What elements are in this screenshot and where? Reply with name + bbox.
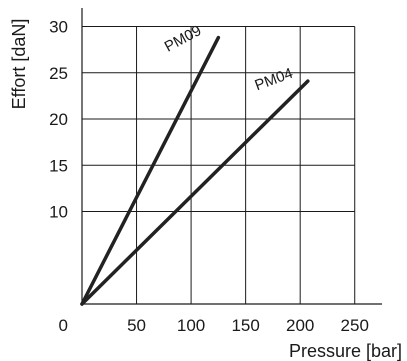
x-axis-title: Pressure [bar] — [289, 341, 402, 361]
y-tick-label-25: 25 — [49, 64, 68, 83]
x-tick-label-200: 200 — [286, 316, 314, 335]
x-tick-label-250: 250 — [341, 316, 369, 335]
origin-label: 0 — [59, 316, 68, 335]
tick-labels: 50 100 150 200 250 10 15 20 25 30 0 — [49, 18, 369, 336]
series-line-pm04 — [80, 79, 310, 306]
axes — [81, 8, 382, 305]
x-tick-label-50: 50 — [127, 316, 146, 335]
series-label-pm09: PM09 — [162, 22, 205, 56]
series-line-pm09 — [80, 35, 221, 306]
y-tick-label-30: 30 — [49, 18, 68, 37]
y-tick-label-20: 20 — [49, 110, 68, 129]
y-tick-label-15: 15 — [49, 156, 68, 175]
x-tick-label-150: 150 — [231, 316, 259, 335]
y-tick-label-10: 10 — [49, 203, 68, 222]
series: PM09 PM04 — [80, 22, 310, 306]
series-label-pm04: PM04 — [253, 65, 296, 94]
x-tick-label-100: 100 — [177, 316, 205, 335]
y-axis-title: Effort [daN] — [9, 19, 29, 110]
